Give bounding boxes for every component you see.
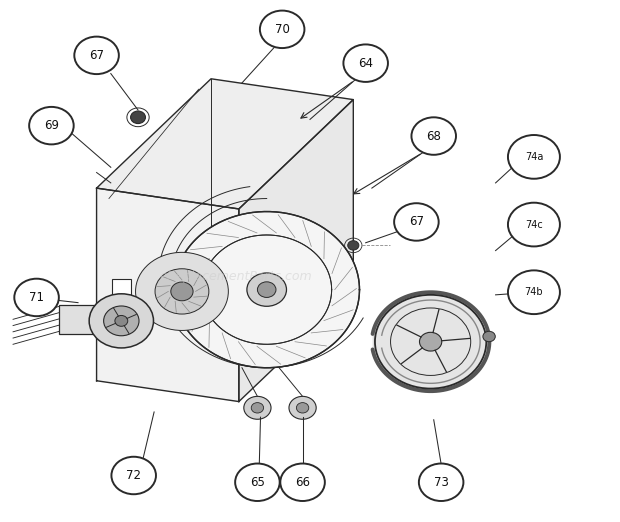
Circle shape [280,464,325,501]
Polygon shape [97,79,353,209]
Text: 74b: 74b [525,287,543,297]
Circle shape [412,117,456,155]
Circle shape [375,295,486,388]
Circle shape [29,107,74,145]
Circle shape [115,315,128,326]
Text: 70: 70 [275,23,290,36]
Text: 66: 66 [295,476,310,489]
Polygon shape [239,100,353,401]
Circle shape [296,402,309,413]
Circle shape [112,457,156,494]
Text: 71: 71 [29,291,44,304]
Circle shape [131,111,146,124]
Circle shape [343,44,388,82]
Bar [60,305,95,334]
Circle shape [508,270,560,314]
Circle shape [74,37,119,74]
Text: eReplacementParts.com: eReplacementParts.com [159,270,312,283]
Circle shape [247,273,286,306]
Circle shape [171,282,193,301]
Text: 64: 64 [358,57,373,69]
Text: 72: 72 [126,469,141,482]
Text: 67: 67 [409,216,424,229]
Text: 73: 73 [434,476,449,489]
Circle shape [348,241,359,250]
Circle shape [394,203,439,241]
Circle shape [257,282,276,298]
Circle shape [174,211,360,367]
Circle shape [244,396,271,419]
Circle shape [251,402,264,413]
Circle shape [289,396,316,419]
Text: 65: 65 [250,476,265,489]
Circle shape [136,252,228,330]
Text: 67: 67 [89,49,104,62]
Circle shape [104,306,139,336]
Circle shape [483,331,495,342]
Polygon shape [97,188,239,401]
Text: 69: 69 [44,119,59,132]
Circle shape [235,464,280,501]
Circle shape [155,269,209,314]
Circle shape [420,333,442,351]
Circle shape [14,279,59,316]
Text: 74a: 74a [525,152,543,162]
Text: 74c: 74c [525,220,543,230]
Circle shape [508,135,560,179]
Text: 68: 68 [427,129,441,143]
Circle shape [89,294,154,348]
Circle shape [260,10,304,48]
Circle shape [508,203,560,246]
Bar [112,279,131,339]
Circle shape [419,464,463,501]
